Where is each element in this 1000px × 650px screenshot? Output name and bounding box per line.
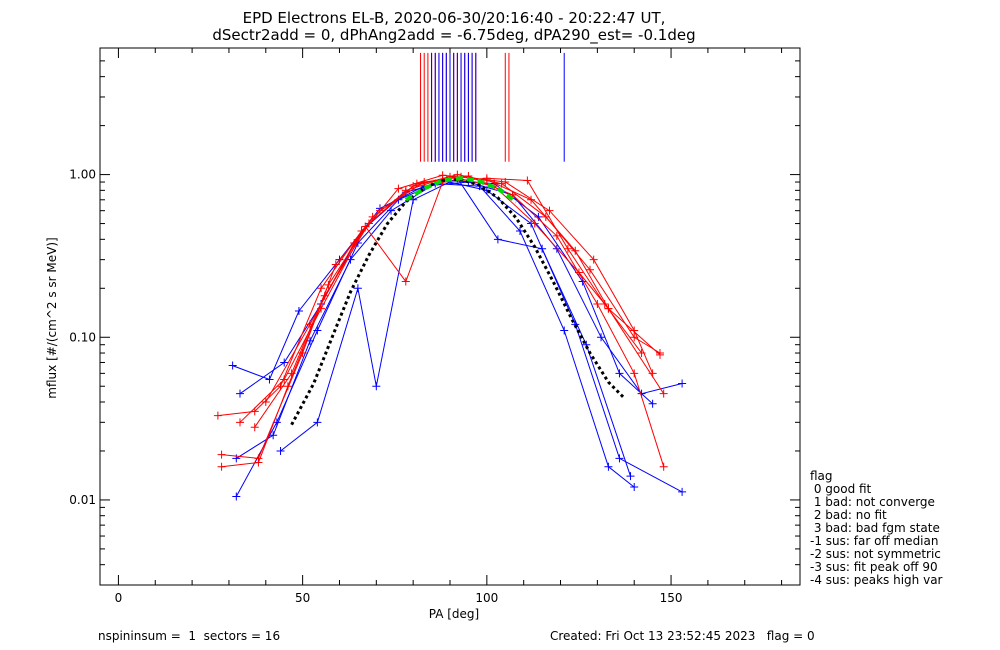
data-point-blue (615, 454, 624, 463)
data-point-blue (353, 284, 362, 293)
data-point-red (656, 350, 664, 359)
x-tick-label: 0 (115, 591, 123, 605)
flux-line-red (221, 175, 665, 467)
data-point-red (637, 349, 646, 358)
data-point-red (213, 411, 222, 420)
data-point-blue (560, 326, 569, 335)
data-point-blue (387, 206, 396, 215)
data-point-blue (678, 379, 687, 388)
legend-item: -4 sus: peaks high var (810, 573, 943, 587)
chart-title-line2: dSectr2add = 0, dPhAng2add = -6.75deg, d… (212, 26, 695, 45)
data-point-red (283, 382, 292, 391)
data-point-blue (538, 244, 547, 253)
data-point-red (571, 246, 580, 255)
data-point-blue (626, 472, 635, 481)
data-point-blue (678, 487, 687, 496)
axes: 0 50 100 150 0.01 0.10 1.00 (69, 47, 801, 605)
data-point-blue (276, 446, 285, 455)
flag-legend: flag 0 good fit 1 bad: not converge 2 ba… (810, 469, 943, 587)
data-point-red (317, 284, 326, 293)
plot-area (213, 52, 687, 501)
data-point-blue (265, 375, 274, 384)
flux-line-red (254, 176, 654, 428)
data-point-red (630, 369, 639, 378)
data-point-red (630, 326, 639, 335)
data-point-red (563, 244, 572, 253)
legend-item: -3 sus: fit peak off 90 (810, 560, 938, 574)
chart-title-line1: EPD Electrons EL-B, 2020-06-30/20:16:40 … (243, 9, 666, 27)
data-point-red (604, 304, 613, 313)
data-point-red (552, 231, 561, 240)
data-point-red (217, 462, 226, 471)
data-point-red (280, 375, 289, 384)
data-point-red (593, 300, 602, 309)
data-point-blue (236, 389, 244, 398)
legend-item: 1 bad: not converge (810, 495, 935, 509)
flux-line-blue (236, 183, 635, 488)
x-tick-label: 150 (660, 591, 683, 605)
legend-item: -2 sus: not symmetric (810, 547, 941, 561)
footer-left: nspininsum = 1 sectors = 16 (98, 629, 280, 643)
data-point-red (250, 407, 259, 416)
flux-line-red (217, 176, 665, 417)
data-point-blue (597, 333, 606, 342)
y-axis-label: mflux [#/(cm^2 s sr MeV)] (45, 237, 59, 398)
legend-item: 3 bad: bad fgm state (810, 521, 940, 535)
data-point-red (350, 238, 359, 247)
data-point-red (217, 450, 226, 459)
data-point-red (659, 462, 668, 471)
legend-title: flag (810, 469, 833, 483)
flux-line-red (239, 177, 642, 423)
data-point-blue (372, 382, 381, 391)
data-point-red (648, 369, 657, 378)
data-point-red (482, 175, 491, 184)
flux-line-red (265, 174, 661, 403)
data-point-blue (648, 399, 657, 408)
y-tick-label: 1.00 (69, 168, 96, 182)
data-point-blue (228, 361, 237, 370)
data-point-red (250, 423, 259, 432)
data-point-blue (269, 431, 278, 440)
data-point-red (401, 277, 410, 286)
data-point-red (527, 195, 536, 204)
footer-right: Created: Fri Oct 13 23:52:45 2023 flag =… (550, 629, 815, 643)
data-point-blue (516, 227, 524, 236)
data-point-red (287, 369, 296, 378)
data-point-red (589, 255, 598, 264)
y-tick-label: 0.01 (69, 493, 96, 507)
legend-item: 2 bad: no fit (810, 508, 887, 522)
data-point-red (530, 219, 539, 228)
data-point-red (306, 320, 314, 329)
data-point-red (586, 265, 594, 274)
x-tick-label: 100 (475, 591, 498, 605)
data-point-red (659, 389, 668, 398)
data-point-blue (615, 369, 624, 378)
data-point-blue (493, 235, 502, 244)
fit-curve (290, 178, 625, 426)
y-tick-label: 0.10 (69, 330, 96, 344)
data-point-red (438, 171, 447, 180)
legend-item: 0 good fit (810, 482, 872, 496)
x-axis-label: PA [deg] (429, 607, 479, 621)
data-point-blue (604, 462, 613, 471)
data-point-red (254, 458, 263, 467)
median-curve (404, 176, 518, 204)
plot-data-layer (213, 52, 687, 501)
data-point-blue (313, 326, 322, 335)
data-point-red (394, 184, 403, 193)
data-point-red (261, 397, 270, 406)
data-point-red (236, 418, 244, 427)
data-point-red (545, 206, 554, 215)
data-point-blue (313, 418, 322, 427)
x-tick-label: 50 (295, 591, 310, 605)
data-point-blue (280, 358, 289, 367)
data-point-red (523, 176, 532, 185)
flux-line-blue (280, 177, 631, 477)
data-point-blue (294, 307, 303, 316)
data-point-blue (232, 492, 241, 501)
data-point-blue (630, 483, 639, 492)
legend-item: -1 sus: far off median (810, 534, 938, 548)
data-point-red (331, 260, 340, 269)
